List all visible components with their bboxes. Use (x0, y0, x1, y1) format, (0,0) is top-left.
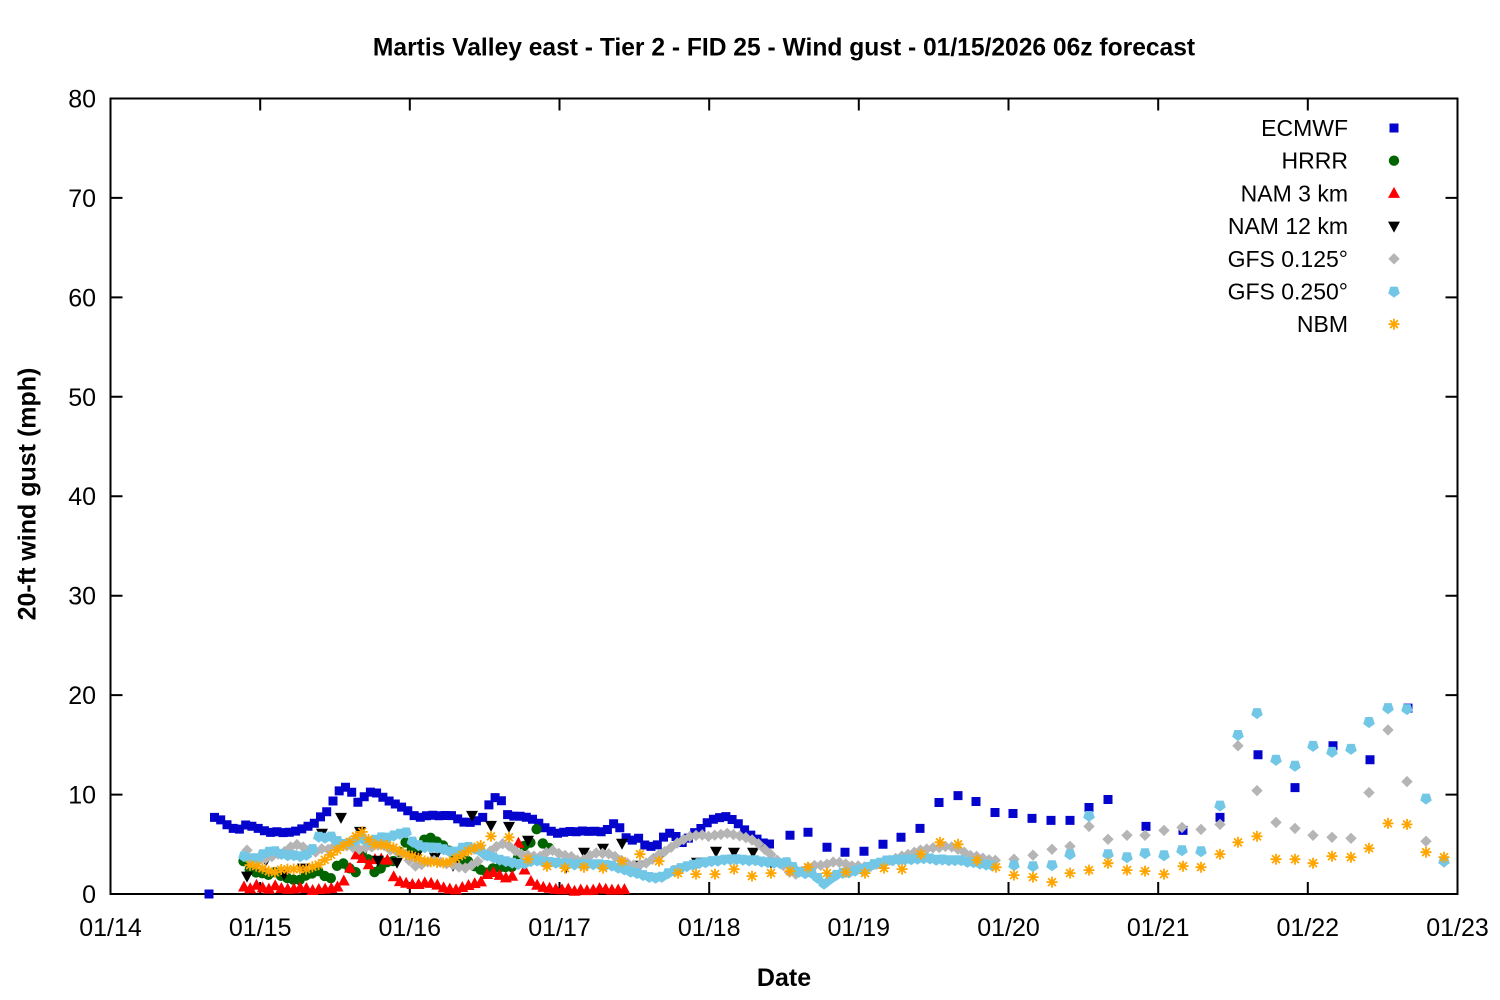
svg-text:01/21: 01/21 (1127, 914, 1190, 942)
svg-text:80: 80 (68, 86, 96, 114)
svg-text:NAM 3 km: NAM 3 km (1241, 180, 1348, 206)
svg-text:10: 10 (68, 782, 96, 810)
svg-text:01/17: 01/17 (528, 914, 591, 942)
svg-text:30: 30 (68, 583, 96, 611)
svg-text:Date: Date (757, 964, 811, 992)
svg-text:70: 70 (68, 185, 96, 213)
svg-text:20: 20 (68, 682, 96, 710)
svg-text:GFS 0.250°: GFS 0.250° (1228, 279, 1348, 305)
svg-text:60: 60 (68, 284, 96, 312)
svg-text:01/18: 01/18 (678, 914, 741, 942)
svg-text:50: 50 (68, 384, 96, 412)
svg-text:GFS 0.125°: GFS 0.125° (1228, 246, 1348, 272)
svg-text:01/23: 01/23 (1426, 914, 1489, 942)
svg-text:01/14: 01/14 (79, 914, 142, 942)
svg-text:NBM: NBM (1297, 311, 1348, 337)
svg-text:Martis Valley east - Tier 2 -: Martis Valley east - Tier 2 - FID 25 - W… (373, 35, 1195, 62)
svg-text:01/19: 01/19 (828, 914, 891, 942)
svg-text:01/15: 01/15 (229, 914, 292, 942)
svg-text:01/16: 01/16 (379, 914, 442, 942)
svg-text:HRRR: HRRR (1282, 148, 1348, 174)
svg-text:0: 0 (82, 881, 96, 909)
svg-text:NAM 12 km: NAM 12 km (1228, 213, 1348, 239)
svg-text:40: 40 (68, 483, 96, 511)
svg-text:20-ft wind gust (mph): 20-ft wind gust (mph) (14, 368, 42, 621)
svg-text:01/22: 01/22 (1277, 914, 1340, 942)
svg-text:ECMWF: ECMWF (1261, 115, 1348, 141)
svg-text:01/20: 01/20 (977, 914, 1040, 942)
